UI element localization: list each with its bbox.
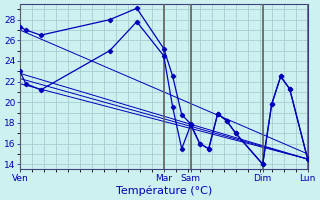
- X-axis label: Température (°C): Température (°C): [116, 185, 212, 196]
